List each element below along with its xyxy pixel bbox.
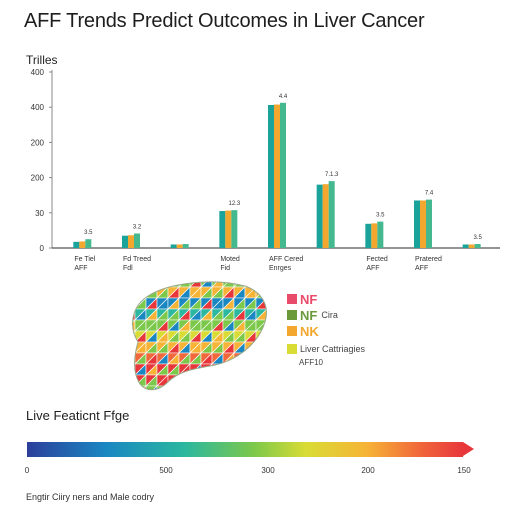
legend-label: NF: [300, 307, 318, 323]
bar: [219, 211, 226, 248]
bar: [231, 210, 238, 248]
y-tick-label: 200: [31, 174, 45, 183]
bar: [274, 104, 280, 248]
bar: [134, 233, 140, 248]
bar: [316, 184, 323, 248]
footer-note: Engtir Ciiry ners and Male codry: [26, 492, 155, 502]
y-tick-label: 30: [35, 209, 44, 218]
scale-tick: 300: [261, 466, 275, 475]
legend: NF NF Cira NK Liver Cattriagies AFF10: [287, 292, 365, 368]
x-tick-label: Fd Treed Fdl: [123, 256, 151, 272]
bar: [268, 105, 274, 248]
data-label: 3.5: [84, 230, 93, 236]
bar: [420, 200, 426, 248]
bar: [79, 241, 86, 248]
legend-item: NK: [287, 323, 365, 339]
legend-sublabel: Liver Cattriagies: [300, 344, 366, 354]
scale-title: Live Featicnt Ffge: [26, 408, 130, 423]
scale-tick: 200: [361, 466, 375, 475]
data-label: 4.4: [279, 94, 288, 100]
x-tick-label: AFF Cered Enrges: [269, 256, 303, 272]
y-axis-label: Trilles: [26, 53, 58, 67]
bar: [170, 244, 177, 248]
bar: [85, 239, 92, 248]
legend-swatch: [287, 326, 297, 336]
bar: [322, 184, 329, 248]
scale-tick: 0: [24, 466, 30, 475]
legend-label: NF: [300, 291, 318, 307]
bar: [122, 235, 128, 248]
x-tick-label: Moted Fid: [220, 256, 240, 272]
bar: [371, 223, 378, 248]
bar: [462, 244, 469, 248]
legend-item: NF Cira: [287, 307, 365, 323]
color-scale-bar: [27, 442, 463, 457]
y-tick-label: 400: [31, 103, 45, 112]
x-tick-label: Fe Tiel AFF: [74, 256, 95, 272]
bar: [474, 244, 481, 248]
x-tick-label: Fected AFF: [366, 256, 388, 272]
y-tick-label: 0: [40, 244, 45, 253]
legend-note: AFF10: [299, 358, 324, 367]
legend-item: NF: [287, 291, 365, 307]
scale-tick: 150: [457, 466, 471, 475]
data-label: 7.1.3: [325, 172, 339, 178]
bar: [176, 244, 183, 248]
bar: [73, 241, 80, 248]
page-title: AFF Trends Predict Outcomes in Liver Can…: [24, 10, 425, 32]
bar: [225, 210, 232, 248]
data-label: 3.5: [376, 213, 385, 219]
data-label: 3.5: [473, 235, 482, 241]
data-label: 7.4: [425, 191, 434, 197]
data-label: 12.3: [228, 201, 240, 207]
data-label: 3.2: [133, 224, 142, 230]
scale-tick: 500: [159, 466, 173, 475]
bar: [468, 244, 475, 248]
bar: [414, 200, 420, 248]
legend-swatch: [287, 310, 297, 320]
legend-swatch: [287, 344, 297, 354]
bar: [328, 181, 335, 248]
bar-chart: 0 30 200 200 400 400 3.5 Fe Tiel AFF 3.2 Fd Treed F…: [31, 68, 500, 272]
legend-item: Liver Cattriagies: [287, 342, 365, 356]
bar: [426, 199, 432, 248]
bar: [280, 102, 286, 248]
scale-arrow-icon: [463, 442, 474, 456]
x-tick-label: Pratered AFF: [415, 256, 442, 272]
y-tick-label: 200: [31, 138, 45, 147]
legend-label: NK: [300, 323, 319, 339]
bar: [365, 223, 372, 248]
bar: [182, 244, 189, 248]
bar: [377, 221, 384, 248]
legend-swatch: [287, 294, 297, 304]
legend-sublabel: Cira: [321, 310, 338, 320]
y-tick-label: 400: [31, 68, 45, 77]
bar: [128, 235, 134, 248]
